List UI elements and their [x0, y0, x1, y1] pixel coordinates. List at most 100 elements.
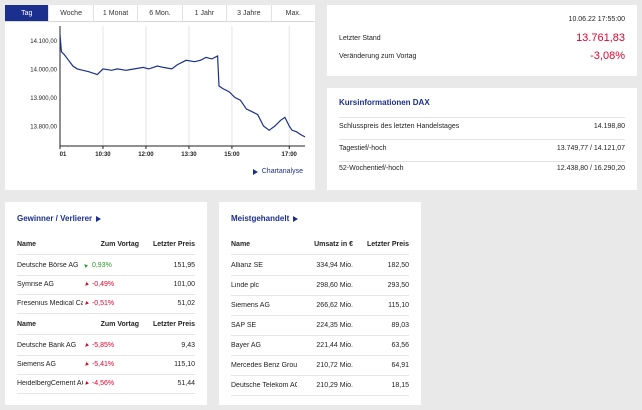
stock-price: 101,00	[173, 281, 195, 288]
most-traded-title-link[interactable]: Meistgehandelt	[231, 214, 299, 223]
chartanalyse-link[interactable]: Chartanalyse	[252, 168, 303, 175]
x-tick-label: 10:30	[95, 152, 111, 158]
change-value: -0,51%	[91, 300, 115, 307]
header-name: Name	[17, 241, 37, 248]
table-header-row: Name Umsatz in € Letzter Preis	[231, 235, 409, 254]
info-row-label: Tagestief/-hoch	[339, 145, 387, 152]
stock-volume: 210,72 Mio.	[316, 362, 353, 369]
change-cell: ▼ -5,85%	[82, 341, 139, 349]
change-cell: ▲ 0,93%	[82, 261, 139, 269]
change-value: -4,56%	[91, 380, 115, 387]
row-divider	[17, 254, 195, 255]
change-cell: ▼ -5,41%	[81, 360, 139, 369]
x-tick-label: 01	[60, 152, 67, 158]
arrow-down-icon: ▼	[81, 360, 91, 369]
table-row[interactable]: Symrise AG ▼ -0,49% 101,00	[17, 275, 195, 294]
stock-price: 51,44	[177, 380, 195, 387]
stock-volume: 221,44 Mio.	[316, 342, 353, 349]
stock-volume: 266,62 Mio.	[316, 302, 353, 309]
info-row: Schlusspreis des letzten Handelstages 14…	[339, 123, 625, 130]
play-arrow-icon	[96, 215, 102, 222]
timeframe-tabs: Tag Woche 1 Monat 6 Mon. 1 Jahr 3 Jahre Max.	[5, 5, 315, 22]
gainers-table: Name Zum Vortag Letzter Preis Deutsche Börs…	[17, 235, 195, 400]
y-tick-label: 13.900,00	[30, 96, 57, 102]
table-row[interactable]: Linde plc 298,60 Mio. 293,50	[231, 276, 409, 295]
info-row-label: 52-Wochentief/-hoch	[339, 165, 404, 172]
stock-volume: 334,94 Mio.	[316, 262, 353, 269]
y-tick-label: 14.100,00	[30, 39, 57, 45]
price-card: 10.06.22 17:55:00 Letzter Stand 13.761,8…	[327, 5, 637, 76]
arrow-down-icon: ▼	[81, 299, 91, 308]
table-row[interactable]: Deutsche Bank AG ▼ -5,85% 9,43	[17, 336, 195, 355]
stock-name: Deutsche Telekom AG	[231, 382, 297, 389]
change-cell: ▼ -4,56%	[82, 379, 139, 387]
arrow-down-icon: ▼	[81, 280, 91, 289]
change-cell: ▼ -0,51%	[81, 299, 139, 308]
table-row[interactable]: Mercedes Benz Group AG... 210,72 Mio. 64,9…	[231, 356, 409, 375]
row-divider	[231, 315, 409, 316]
info-title: Kursinformationen DAX	[339, 98, 430, 107]
play-arrow-icon	[252, 168, 258, 175]
stock-price: 63,56	[391, 342, 409, 349]
table-row[interactable]: SAP SE 224,35 Mio. 89,03	[231, 316, 409, 335]
table-row[interactable]: HeidelbergCement AG ▼ -4,56% 51,44	[17, 374, 195, 393]
stock-price: 9,43	[181, 342, 195, 349]
tab-woche[interactable]: Woche	[49, 5, 94, 21]
table-header-row: Name Zum Vortag Letzter Preis	[17, 315, 195, 334]
change-label: Veränderung zum Vortag	[339, 52, 417, 60]
divider	[339, 161, 625, 162]
stock-name: Siemens AG	[17, 361, 56, 368]
tab-1-monat[interactable]: 1 Monat	[94, 5, 139, 21]
stock-name: Symrise AG	[17, 281, 54, 288]
x-tick-label: 12:00	[138, 152, 154, 158]
table-row[interactable]: Fresenius Medical Care A...▼-0,51% 51,02	[17, 294, 195, 313]
table-row[interactable]: Bayer AG 221,44 Mio. 63,56	[231, 336, 409, 355]
row-divider	[17, 374, 195, 375]
price-chart: 14.100,00 14.000,00 13.900,00 13.800,00 01 10…	[30, 26, 306, 158]
info-row-value: 12.438,80 / 16.290,20	[556, 165, 625, 172]
stock-name: Fresenius Medical Care A...	[17, 300, 83, 307]
y-tick-label: 14.000,00	[30, 67, 57, 73]
dax-price-line	[59, 34, 306, 138]
most-traded-title-text: Meistgehandelt	[231, 214, 290, 223]
row-divider	[17, 393, 195, 394]
change-value: 0,93%	[91, 262, 112, 269]
row-divider	[231, 254, 409, 255]
change-value: -5,41%	[91, 361, 115, 368]
gainers-title-link[interactable]: Gewinner / Verlierer	[17, 214, 102, 223]
table-row[interactable]: Allianz SE 334,94 Mio. 182,50	[231, 256, 409, 275]
stock-price: 115,10	[388, 302, 409, 309]
x-tick-label: 15:00	[224, 152, 240, 158]
tab-tag[interactable]: Tag	[5, 5, 50, 21]
table-header-row: Name Zum Vortag Letzter Preis	[17, 235, 195, 254]
play-arrow-icon	[293, 215, 299, 222]
stock-name: Bayer AG	[231, 342, 261, 349]
tab-max[interactable]: Max.	[285, 9, 301, 17]
info-row: 52-Wochentief/-hoch 12.438,80 / 16.290,2…	[339, 165, 625, 172]
stock-name: Deutsche Bank AG	[17, 342, 77, 349]
stock-price: 151,95	[173, 262, 195, 269]
info-title-text: Kursinformationen DAX	[339, 98, 430, 107]
row-divider	[17, 275, 195, 276]
row-divider	[231, 395, 409, 396]
stock-name: Allianz SE	[231, 262, 263, 269]
tab-3-jahre[interactable]: 3 Jahre	[227, 5, 272, 21]
table-row[interactable]: Siemens AG 266,62 Mio. 115,10	[231, 296, 409, 315]
info-row: Tagestief/-hoch 13.749,77 / 14.121,07	[339, 145, 625, 152]
stock-name: HeidelbergCement AG	[17, 380, 83, 387]
stock-price: 115,10	[174, 361, 195, 368]
stock-price: 51,02	[177, 300, 195, 307]
stock-volume: 298,60 Mio.	[316, 282, 353, 289]
table-row[interactable]: Deutsche Telekom AG 210,29 Mio. 18,15	[231, 376, 409, 395]
table-row[interactable]: Siemens AG ▼ -5,41% 115,10	[17, 355, 195, 374]
row-divider	[231, 295, 409, 296]
tab-1-jahr[interactable]: 1 Jahr	[183, 5, 228, 21]
most-traded-table: Name Umsatz in € Letzter Preis Allianz SE 33…	[231, 235, 409, 400]
header-change: Zum Vortag	[100, 321, 139, 328]
gainers-losers-card: Gewinner / Verlierer Name Zum Vortag Letzt…	[5, 202, 207, 405]
info-row-value: 14.198,80	[593, 123, 625, 130]
x-tick-label: 13:30	[181, 152, 197, 158]
tab-6-mon[interactable]: 6 Mon.	[138, 5, 183, 21]
stock-price: 64,91	[391, 362, 409, 369]
table-row[interactable]: Deutsche Börse AG ▲ 0,93% 151,95	[17, 256, 195, 275]
